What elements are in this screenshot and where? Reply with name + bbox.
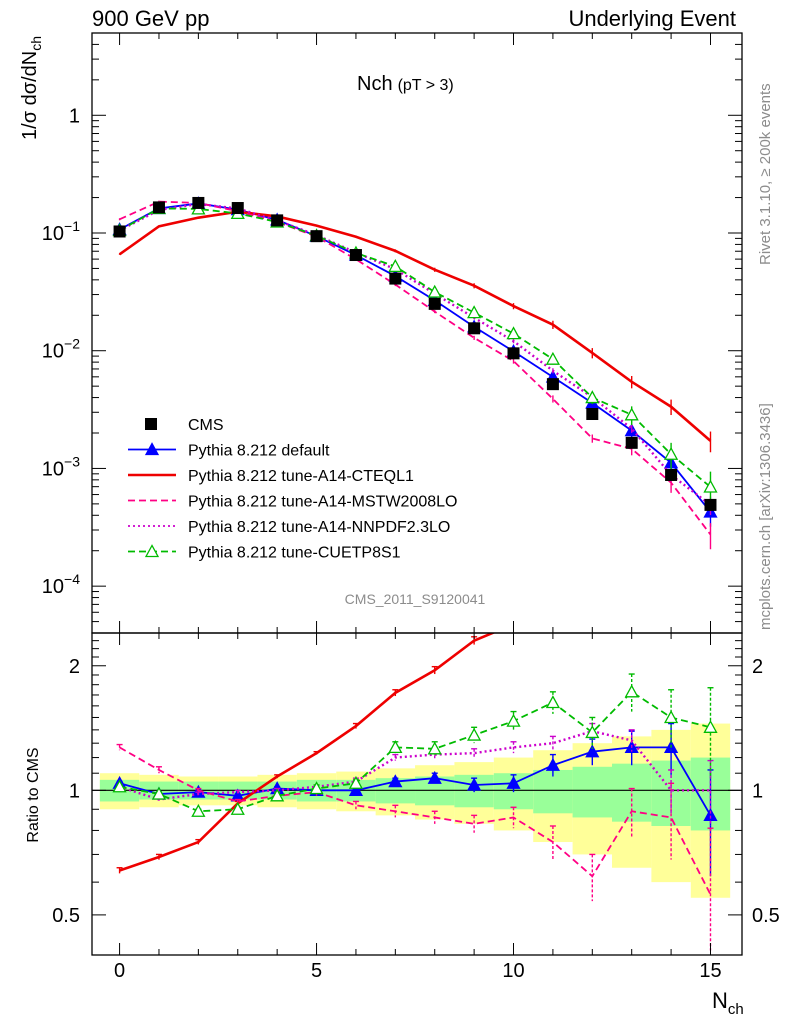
y-tick-label-ratio-left: 1 <box>69 780 80 802</box>
series-marker-ratio-4 <box>270 788 285 802</box>
ratio-y-axis-label: Ratio to CMS <box>25 747 42 842</box>
uncertainty-band-inner <box>572 766 612 818</box>
main-plot-area <box>112 196 718 550</box>
x-tick-label: 5 <box>311 960 322 982</box>
series-marker-ratio-4 <box>112 779 127 793</box>
x-tick-label: 0 <box>114 960 125 982</box>
series-marker-ratio-4 <box>388 740 403 754</box>
cms-data-point <box>389 272 402 285</box>
series-marker-main-4 <box>427 284 442 298</box>
series-marker-ratio-4 <box>545 695 561 709</box>
series-marker-ratio-4 <box>624 684 639 698</box>
main-frame <box>91 32 743 634</box>
y-tick-label-main: 10−3 <box>42 453 80 480</box>
series-line-main-2 <box>119 200 712 536</box>
series-marker-ratio-4 <box>230 801 245 815</box>
series-marker-main-4 <box>663 446 679 460</box>
cms-data-point <box>428 297 441 310</box>
y-tick-label-main: 10−1 <box>42 218 80 245</box>
plot-title: Nch (pT > 3) <box>357 73 454 95</box>
series-marker-ratio-0 <box>388 774 403 788</box>
series-marker-main-4 <box>703 479 718 493</box>
series-marker-main-4 <box>585 390 600 404</box>
series-line-main-4 <box>119 207 712 488</box>
cms-data-point <box>665 468 678 481</box>
y-tick-label-ratio-right: 2 <box>752 656 763 678</box>
cms-data-point <box>625 436 638 449</box>
series-line-ratio-2 <box>119 746 712 895</box>
series-marker-ratio-4 <box>703 719 718 733</box>
series-marker-ratio-4 <box>191 803 206 817</box>
series-line-main-1 <box>118 210 712 442</box>
series-marker-main-4 <box>506 326 521 340</box>
cms-data-point <box>468 322 481 335</box>
cms-data-point <box>271 214 284 227</box>
series-marker-ratio-4 <box>663 710 679 724</box>
ratio-plot-area <box>92 633 742 951</box>
uncertainty-band-inner <box>533 769 573 814</box>
series-marker-ratio-0 <box>467 777 482 791</box>
legend-label: Pythia 8.212 tune-A14-CTEQL1 <box>188 468 414 485</box>
series-marker-ratio-4 <box>467 727 482 741</box>
y-tick-label-main: 10−4 <box>42 571 80 598</box>
series-marker-main-4 <box>388 259 403 273</box>
ratio-frame <box>91 632 743 956</box>
series-marker-ratio-0 <box>585 744 600 758</box>
legend-label: Pythia 8.212 tune-A14-MSTW2008LO <box>188 494 457 511</box>
series-marker-ratio-4 <box>427 741 442 755</box>
main-y-axis-label: 1/σ dσ/dNch <box>19 36 44 140</box>
cms-data-point <box>310 230 323 243</box>
header-left: 900 GeV pp <box>92 6 210 31</box>
series-marker-main-4 <box>545 351 561 365</box>
series-marker-ratio-4 <box>151 786 167 800</box>
x-tick-label: 15 <box>699 960 721 982</box>
x-tick-label: 10 <box>502 960 524 982</box>
series-line-ratio-4 <box>119 690 711 813</box>
header-right: Underlying Event <box>568 6 736 31</box>
cms-data-point <box>152 201 165 214</box>
y-tick-label-main: 10−2 <box>42 336 80 363</box>
series-marker-ratio-4 <box>506 713 521 727</box>
series-line-ratio-1 <box>119 633 496 872</box>
legend-marker-4 <box>144 544 160 558</box>
cms-data-point <box>349 249 362 262</box>
cms-data-point <box>507 347 520 360</box>
legend-label: Pythia 8.212 default <box>188 443 330 460</box>
y-tick-label-ratio-right: 1 <box>752 780 763 802</box>
series-line-main-0 <box>119 202 712 513</box>
y-tick-label-ratio-left: 0.5 <box>52 905 80 927</box>
legend-marker-cms <box>145 418 157 430</box>
y-tick-label-main: 1 <box>69 105 80 127</box>
series-marker-ratio-4 <box>348 775 364 789</box>
series-marker-ratio-0 <box>545 757 561 771</box>
cms-data-point <box>704 498 717 511</box>
mcplots-label: mcplots.cern.ch [arXiv:1306.3436] <box>757 403 774 630</box>
cms-data-point <box>546 378 559 391</box>
analysis-id-label: CMS_2011_S9120041 <box>345 591 486 607</box>
series-line-ratio-3 <box>119 729 711 801</box>
series-marker-ratio-0 <box>703 808 718 822</box>
cms-data-point <box>586 408 599 421</box>
y-tick-label-ratio-right: 0.5 <box>752 905 780 927</box>
series-marker-ratio-0 <box>348 782 364 796</box>
series-marker-ratio-0 <box>427 770 442 784</box>
series-marker-ratio-0 <box>506 775 521 789</box>
legend-label: CMS <box>188 417 224 434</box>
series-marker-main-4 <box>624 407 639 421</box>
series-marker-ratio-4 <box>309 781 324 795</box>
cms-data-point <box>231 202 244 215</box>
y-tick-label-ratio-left: 2 <box>69 656 80 678</box>
series-marker-ratio-4 <box>585 725 600 739</box>
series-line-main-3 <box>119 202 712 506</box>
x-axis-label: Nch <box>712 988 744 1018</box>
legend-marker-0 <box>144 442 160 456</box>
cms-data-point <box>192 196 205 209</box>
rivet-label: Rivet 3.1.10, ≥ 200k events <box>757 83 774 265</box>
cms-data-point <box>113 225 126 238</box>
legend-label: Pythia 8.212 tune-CUETP8S1 <box>188 545 401 562</box>
legend-label: Pythia 8.212 tune-A14-NNPDF2.3LO <box>188 519 450 536</box>
series-marker-main-4 <box>467 305 482 319</box>
